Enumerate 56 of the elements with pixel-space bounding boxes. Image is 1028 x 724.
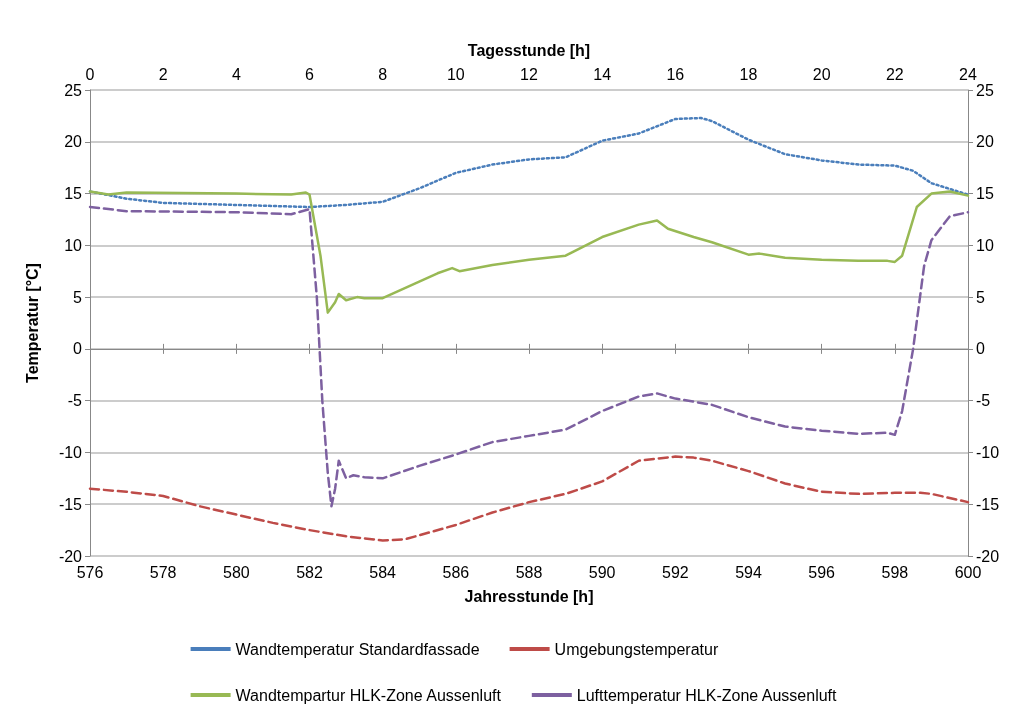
y-tick-label: -20	[58, 547, 83, 565]
x2-tick-label: 12	[520, 65, 538, 83]
x-tick-label: 588	[515, 563, 543, 581]
x2-tick-label: 4	[231, 65, 241, 83]
y-tick-label: 15	[64, 185, 83, 203]
y2-tick-label: -5	[976, 392, 991, 410]
y-tick-label: 10	[64, 236, 83, 254]
x-tick-label: 594	[735, 563, 762, 581]
y-axis-title: Temperatur [°C]	[23, 263, 41, 383]
y2-tick-label: -15	[976, 495, 1000, 513]
x-tick-label: 600	[954, 563, 982, 581]
y-tick-label: 20	[64, 133, 83, 151]
x-axis-title: Jahresstunde [h]	[464, 587, 594, 605]
y2-tick-label: 25	[976, 81, 994, 99]
x-tick-label: 576	[76, 563, 104, 581]
y-tick-label: 5	[73, 288, 83, 306]
line-series	[88, 455, 970, 542]
x-tick-label: 582	[296, 563, 323, 581]
y-tick-label: -10	[58, 443, 83, 461]
x2-tick-label: 18	[739, 65, 758, 83]
x-tick-label: 590	[588, 563, 616, 581]
x2-tick-label: 2	[158, 65, 168, 83]
y2-tick-label: 0	[976, 340, 985, 358]
x2-tick-label: 6	[305, 65, 315, 83]
y2-tick-label: 15	[976, 185, 994, 203]
y-tick-label: -5	[67, 392, 83, 410]
y2-tick-label: 20	[976, 133, 994, 151]
x2-tick-label: 8	[378, 65, 388, 83]
x-tick-label: 586	[442, 563, 470, 581]
y2-tick-label: 5	[976, 288, 985, 306]
x-tick-label: 598	[881, 563, 909, 581]
line-series	[88, 205, 970, 508]
x2-tick-label: 20	[812, 65, 831, 83]
y2-tick-label: -10	[976, 443, 1000, 461]
legend-label: Wandtemperatur Standardfassade	[235, 640, 480, 658]
y2-tick-label: -20	[976, 547, 1000, 565]
legend-label: Umgebungstemperatur	[554, 640, 719, 658]
x-tick-label: 596	[808, 563, 836, 581]
y-tick-label: 0	[73, 340, 83, 358]
x2-tick-label: 22	[885, 65, 904, 83]
y-tick-label: -15	[58, 495, 83, 513]
y-tick-label: 25	[64, 81, 83, 99]
x2-axis-title: Tagesstunde [h]	[467, 41, 591, 59]
x2-tick-label: 10	[446, 65, 465, 83]
x-tick-label: 584	[369, 563, 397, 581]
x-tick-label: 592	[661, 563, 689, 581]
x2-tick-label: 0	[85, 65, 95, 83]
x2-tick-label: 24	[959, 65, 977, 83]
legend-label: Wandtempartur HLK-Zone Aussenluft	[235, 686, 502, 704]
x-tick-label: 578	[149, 563, 177, 581]
y2-tick-label: 10	[976, 236, 994, 254]
legend-label: Lufttemperatur HLK-Zone Aussenluft	[576, 686, 838, 704]
x2-tick-label: 16	[666, 65, 685, 83]
x-tick-label: 580	[222, 563, 250, 581]
line-series	[88, 190, 970, 314]
x2-tick-label: 14	[593, 65, 612, 83]
